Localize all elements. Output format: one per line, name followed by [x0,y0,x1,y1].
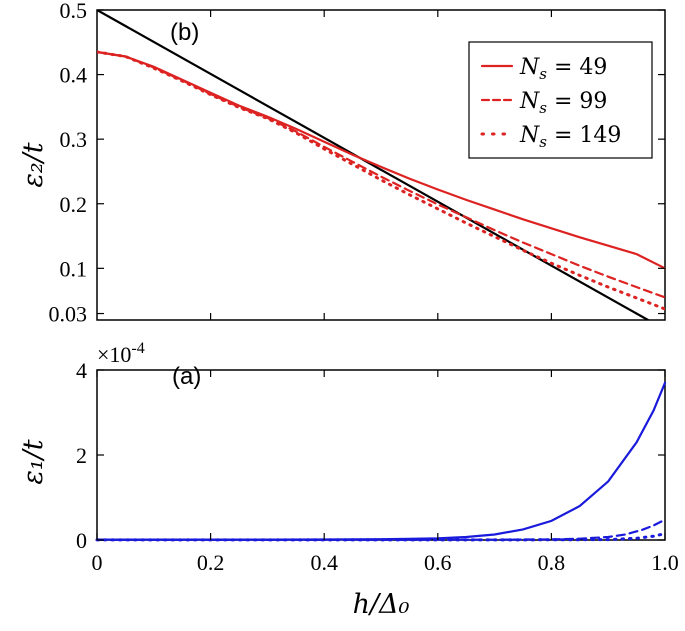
panel-a-x-tick-label: 0.2 [197,550,225,575]
panel-a-x-ticks: 0 0.2 0.4 0.6 0.8 1.0 [92,370,679,575]
panel-a-series-line-2 [95,532,667,542]
panel-a-frame [96,369,666,541]
legend: Ns = 49 Ns = 99 Ns = 149 [468,41,653,159]
panel-a-x-tick-label: 1.0 [651,550,679,575]
panel-b-series [97,10,665,320]
panel-b-y-tick-label: 0.4 [60,63,88,88]
panel-b-y-tick-label: 0.3 [60,127,88,152]
panel-a-series [95,381,667,542]
panel-b-series-line-2 [97,50,665,299]
panel-a-y-tick-label: 2 [76,443,87,468]
panel-a-y-ticks: 0 2 4 [76,358,665,553]
panel-a-series-line-1 [95,518,667,541]
x-axis-label: h/Δ₀ [353,589,410,620]
panel-b-y-tick-label: 0.5 [60,0,88,23]
panel-b-series-line-0 [97,10,650,320]
legend-box [468,41,653,159]
panel-a-y-axis-label: ε₁/t [18,439,49,484]
panel-b-y-tick-label: 0.2 [60,192,88,217]
panel-b-series-line-1 [97,50,665,270]
legend-label-1: Ns = 99 [519,89,607,117]
panel-a-x-tick-label: 0.4 [310,550,338,575]
legend-label-2: Ns = 149 [519,123,621,151]
legend-label-0: Ns = 49 [519,55,607,83]
panel-a-label: (a) [172,363,201,390]
panel-b-y-ticks: 0.03 0.1 0.2 0.3 0.4 0.5 [49,0,665,327]
panel-a-y-tick-label: 4 [76,358,87,383]
panel-a: 0 2 4 0 0.2 0.4 0.6 0.8 1.0 (a) ×10-4 ε₁/t h/Δ₀ [18,340,679,620]
panel-a-x-tick-label: 0.6 [424,550,452,575]
panel-a-x-tick-label: 0.8 [538,550,566,575]
panel-a-y-tick-label: 0 [76,528,87,553]
panel-b-y-tick-label: 0.03 [49,302,88,327]
panel-b-label: (b) [170,19,199,46]
panel-a-x-tick-label: 0 [92,550,103,575]
panel-b-y-axis-label: ε₂/t [18,142,49,187]
panel-b-y-tick-label: 0.1 [60,256,88,281]
exponent-label: ×10-4 [97,340,145,367]
